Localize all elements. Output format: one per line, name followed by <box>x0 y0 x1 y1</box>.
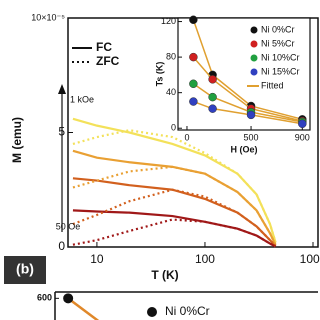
y-tick-label: 0 <box>171 123 176 133</box>
legend-label: Ni 15%Cr <box>261 66 300 76</box>
y-axis-label: M (emu) <box>10 117 24 163</box>
y-axis-label: Ts (K) <box>154 62 164 87</box>
fit-line <box>192 83 303 123</box>
x-tick-label: 1000 <box>300 252 320 266</box>
fit-line <box>192 19 303 121</box>
series-line <box>72 129 277 243</box>
legend-marker <box>250 68 258 76</box>
x-tick-label: 0 <box>184 132 189 142</box>
arrow-head <box>58 84 66 94</box>
y-tick-label: 40 <box>166 87 176 97</box>
y-tick-label: 600 <box>37 293 52 303</box>
y-tick-label: 0 <box>58 239 65 253</box>
data-point <box>63 293 74 304</box>
panel-label: (b) <box>16 261 34 277</box>
data-point <box>208 75 217 84</box>
series-line <box>72 165 277 246</box>
legend-label: Ni 0%Cr <box>261 24 295 34</box>
legend-label: ZFC <box>96 54 120 68</box>
x-tick-label: 10 <box>90 252 104 266</box>
data-point <box>208 104 217 113</box>
panel-label-box <box>4 256 46 284</box>
x-tick-label: 900 <box>295 132 310 142</box>
legend-marker <box>250 40 258 48</box>
y-tick-label: 80 <box>166 51 176 61</box>
legend-label: Ni 10%Cr <box>261 52 300 62</box>
data-point <box>189 97 198 106</box>
legend-marker <box>147 307 157 317</box>
data-point <box>246 110 256 120</box>
legend-marker <box>250 54 258 62</box>
series-line <box>72 218 277 248</box>
x-axis-label: H (Oe) <box>231 144 258 154</box>
y-tick-label: 120 <box>161 16 176 26</box>
legend-label: Fitted <box>261 80 284 90</box>
annotation: 50 Oe <box>56 221 81 231</box>
data-point <box>208 92 217 102</box>
legend-label: Ni 5%Cr <box>261 38 295 48</box>
fit-line <box>193 100 303 125</box>
data-point <box>298 119 307 129</box>
series-line <box>67 297 100 320</box>
data-point <box>189 79 198 89</box>
legend-label: FC <box>96 40 112 54</box>
data-point <box>189 15 198 25</box>
y-tick-label: 10×10⁻⁵ <box>31 12 65 22</box>
x-axis-label: T (K) <box>151 268 178 282</box>
data-point <box>189 52 198 62</box>
x-tick-label: 100 <box>195 252 215 266</box>
annotation: 1 kOe <box>70 94 94 104</box>
legend-label: Ni 0%Cr <box>165 304 210 318</box>
series-line <box>72 188 277 247</box>
legend-marker <box>250 26 258 34</box>
x-tick-label: 500 <box>244 132 259 142</box>
fit-line <box>192 56 303 122</box>
